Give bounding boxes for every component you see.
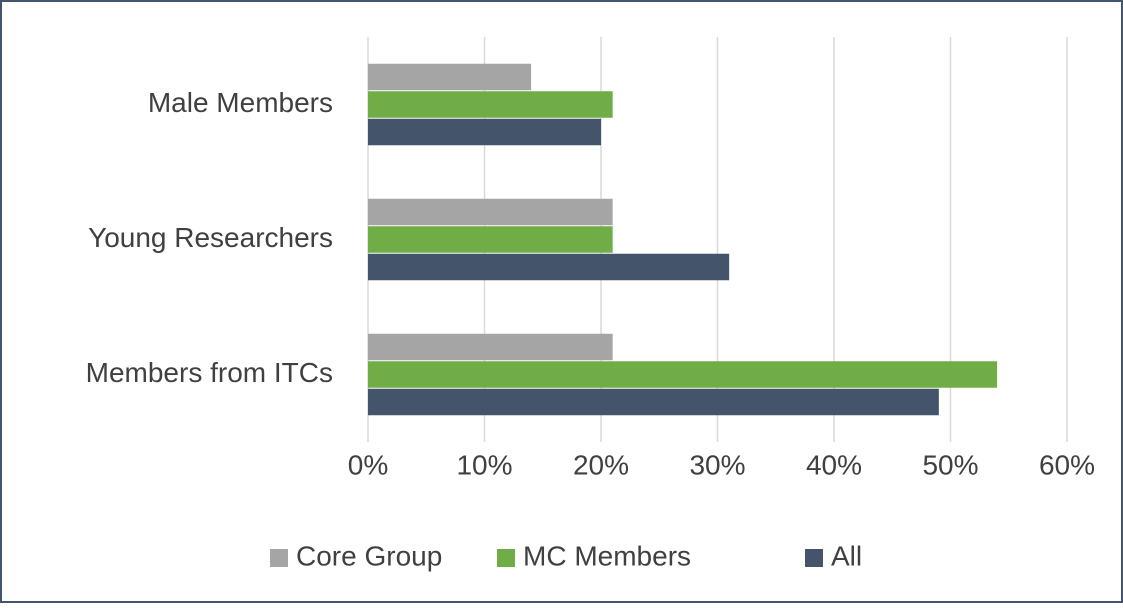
x-tick-label: 40%	[806, 449, 862, 480]
bar	[368, 388, 939, 416]
x-tick-label: 60%	[1039, 449, 1095, 480]
y-tick-label: Young Researchers	[88, 222, 333, 253]
bar	[368, 361, 998, 388]
legend-swatch	[497, 549, 515, 567]
x-tick-label: 30%	[689, 449, 745, 480]
bar	[368, 198, 613, 226]
bar	[368, 253, 730, 281]
x-tick-label: 50%	[922, 449, 978, 480]
legend-label: MC Members	[523, 540, 691, 571]
bar	[368, 226, 613, 253]
bar	[368, 63, 532, 91]
legend-label: Core Group	[296, 540, 442, 571]
legend-label: All	[831, 540, 862, 571]
bar	[368, 333, 613, 361]
x-tick-label: 0%	[348, 449, 388, 480]
x-tick-label: 20%	[573, 449, 629, 480]
legend-swatch	[270, 549, 288, 567]
x-tick-label: 10%	[456, 449, 512, 480]
y-tick-label: Male Members	[148, 87, 333, 118]
y-tick-label: Members from ITCs	[86, 357, 333, 388]
legend-swatch	[805, 549, 823, 567]
bar	[368, 91, 613, 118]
bar	[368, 118, 601, 146]
